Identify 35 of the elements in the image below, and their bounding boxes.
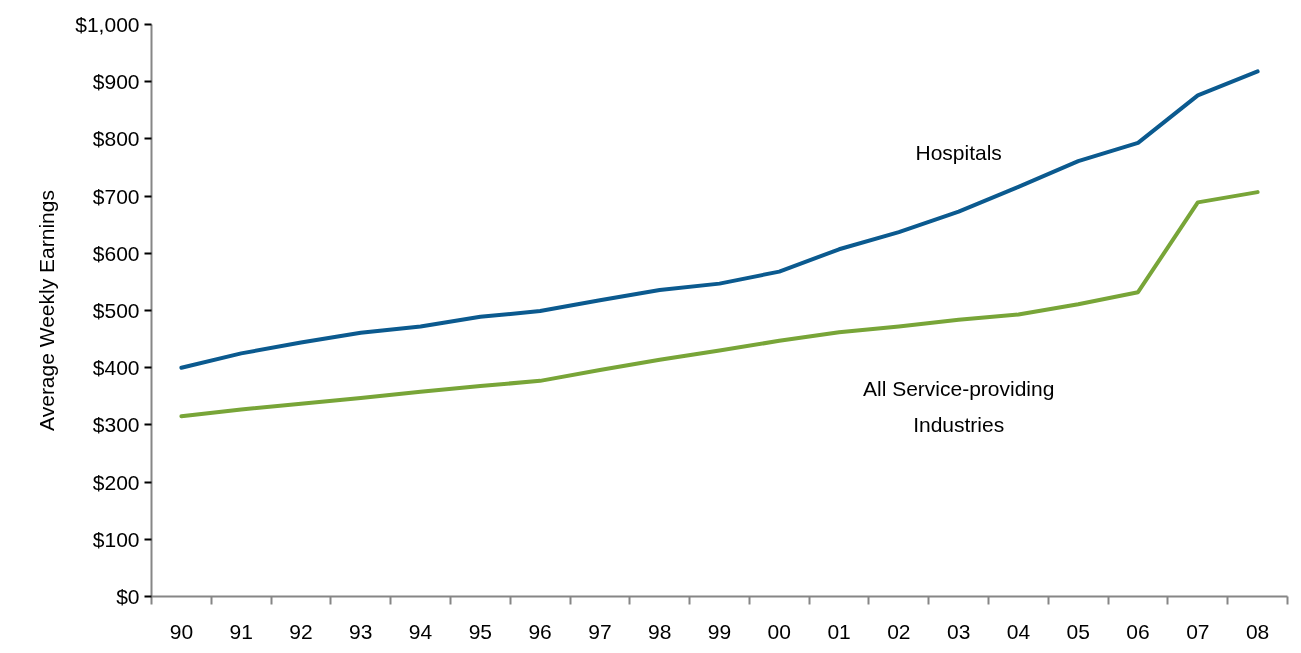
x-tick-label: 94	[408, 619, 433, 643]
y-tick-label: $1,000	[75, 13, 140, 36]
y-tick-label: $600	[92, 241, 140, 265]
line-series	[179, 69, 1260, 370]
x-tick-label: 91	[229, 619, 253, 643]
y-tick-label: $100	[92, 527, 140, 551]
x-tick-label: 99	[707, 619, 732, 643]
x-tick-label: 03	[946, 619, 971, 643]
x-tick-label: 02	[887, 619, 911, 643]
line-series	[179, 190, 1260, 419]
y-tick-label: $800	[92, 127, 140, 151]
y-tick-label: $400	[92, 356, 140, 380]
x-tick-label: 98	[648, 619, 672, 643]
x-tick-label: 05	[1066, 619, 1090, 643]
y-tick-label: $500	[92, 299, 140, 322]
x-tick-label: 95	[468, 619, 493, 643]
y-tick-label: $0	[116, 585, 140, 608]
x-tick-label: 07	[1186, 619, 1210, 643]
x-tick-label: 97	[588, 619, 612, 643]
x-tick-label: 06	[1126, 619, 1150, 643]
y-tick-label: $300	[92, 413, 140, 437]
y-tick-label: $700	[92, 184, 140, 208]
x-tick-label: 08	[1245, 619, 1270, 643]
x-tick-label: 96	[528, 619, 552, 643]
y-tick-label: $200	[92, 470, 140, 494]
x-tick-label: 00	[767, 619, 791, 643]
series-label: Hospitals	[915, 141, 1002, 165]
x-tick-label: 92	[289, 619, 313, 643]
y-axis-title: Average Weekly Earnings	[35, 190, 59, 431]
x-tick-label: 04	[1006, 619, 1031, 643]
x-tick-label: 93	[349, 619, 373, 643]
y-tick-label: $900	[92, 70, 140, 94]
x-tick-label: 90	[169, 619, 194, 643]
x-tick-label: 01	[827, 619, 851, 643]
text: All Service-providing Industries	[862, 377, 1055, 437]
